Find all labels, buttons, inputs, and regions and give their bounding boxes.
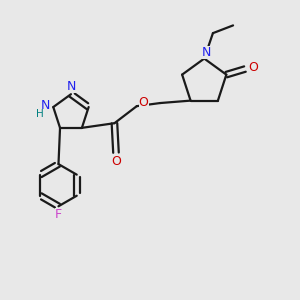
Text: O: O xyxy=(248,61,258,74)
Text: O: O xyxy=(112,155,122,168)
Text: F: F xyxy=(55,208,62,221)
Text: N: N xyxy=(66,80,76,93)
Text: H: H xyxy=(36,109,44,119)
Text: N: N xyxy=(41,99,50,112)
Text: N: N xyxy=(202,46,211,59)
Text: O: O xyxy=(139,96,148,109)
